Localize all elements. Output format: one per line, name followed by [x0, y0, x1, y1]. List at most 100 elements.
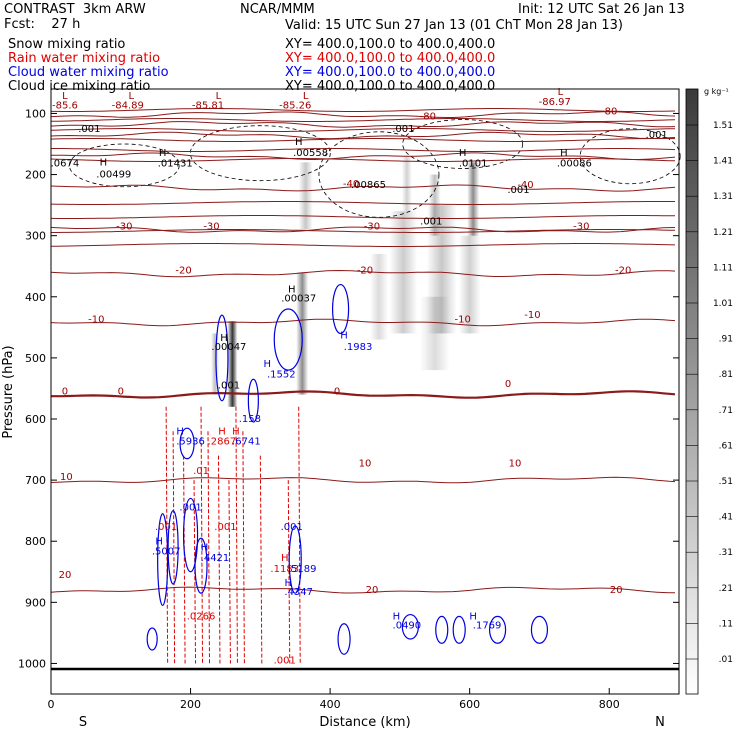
cloud-ice-column-8: [419, 296, 450, 371]
contour-label-7: -40: [343, 179, 359, 190]
contour-label-68: .001: [179, 503, 201, 514]
cloud-water-contour-16: [146, 627, 158, 651]
snow-contour-1: [189, 125, 331, 182]
field-xy-snow: XY= 400.0,100.0 to 400.0,400.0: [285, 37, 496, 52]
y-tick-label-500: 500: [25, 352, 46, 365]
contour-label-14: -20: [357, 266, 373, 277]
contour-labels: -85.6 -84.89 -85.81 -85.26 -86.97 -80 -80 -40 -4…: [51, 87, 668, 666]
contour-label-49: .001: [507, 185, 529, 196]
cloud-water-contour-5: [215, 314, 229, 402]
contour-label-41: .01431: [158, 159, 193, 170]
x-tick-label-400: 400: [320, 698, 341, 711]
contour-label-67: .01: [193, 466, 209, 477]
x-tick-label-0: 0: [48, 698, 55, 711]
cloud-ice-shading: [210, 156, 481, 407]
colorbar-tick-label-12: 1.21: [713, 228, 733, 238]
field-label-cloud-water: Cloud water mixing ratio: [8, 65, 169, 80]
contour-label-30: L: [128, 91, 134, 102]
rain-contour-10: [259, 455, 263, 664]
contour-label-0: -85.6: [52, 101, 78, 112]
y-tick-label-800: 800: [25, 535, 46, 548]
contour-label-12: -30: [573, 222, 589, 233]
contour-label-28: 20: [610, 585, 623, 596]
contour-label-56: H: [340, 330, 348, 341]
isotherm--30: [50, 226, 676, 233]
contour-label-31: L: [216, 91, 222, 102]
contour-label-50: .001: [420, 217, 442, 228]
colorbar-tick-label-6: .61: [719, 441, 733, 451]
y-axis-title: Pressure (hPa): [1, 345, 16, 438]
colorbar-tick-label-5: .51: [719, 477, 733, 487]
contour-label-4: -86.97: [539, 97, 571, 108]
cloud-water-contour-14: [488, 615, 507, 644]
colorbar-tick-label-13: 1.31: [713, 192, 733, 202]
snow-contours: [68, 119, 681, 218]
contour-label-54: .00047: [211, 342, 246, 353]
colorbar-tick-label-3: .31: [719, 548, 733, 558]
contour-label-53: H: [220, 333, 228, 344]
contour-label-64: .2867: [208, 437, 237, 448]
x-tick-label-200: 200: [180, 698, 201, 711]
field-xy-cloud-ice: XY= 400.0,100.0 to 400.0,400.0: [285, 79, 496, 94]
cloud-water-contour-13: [452, 615, 466, 644]
isotherm-mid-3: [50, 243, 676, 247]
contour-label-15: -20: [615, 266, 631, 277]
contour-label-47: H: [560, 148, 568, 159]
contour-label-16: -10: [88, 314, 104, 325]
field-label-snow: Snow mixing ratio: [8, 37, 126, 52]
cloud-water-contour-3: [194, 537, 208, 594]
contour-label-70: .001: [214, 522, 236, 533]
cloud-water-contour-12: [435, 615, 449, 644]
rain-contour-7: [228, 480, 231, 664]
x-axis-end-south: S: [79, 715, 87, 730]
isotherm--50: [50, 152, 676, 160]
snow-contour-3: [402, 119, 524, 169]
cloud-water-contour-6: [247, 378, 259, 423]
contour-label-22: 0: [505, 379, 511, 390]
contour-label-58: H: [264, 359, 272, 370]
contour-label-60: .158: [239, 414, 261, 425]
rain-contour-1: [172, 431, 176, 664]
contour-label-18: -10: [524, 310, 540, 321]
contour-label-78: .5189: [288, 564, 317, 575]
colorbar-fill: [685, 88, 699, 695]
contour-label-36: .001: [646, 130, 668, 141]
contour-label-52: .00037: [281, 294, 316, 305]
contour-label-23: 10: [60, 472, 73, 483]
contour-label-72: H: [155, 536, 163, 547]
cloud-water-contour-10: [337, 623, 351, 655]
contour-label-77: .1183: [270, 564, 299, 575]
colorbar-tick-label-11: 1.11: [713, 263, 733, 273]
cloud-water-contour-2: [182, 497, 199, 573]
contour-label-24: 10: [359, 459, 372, 470]
contour-label-84: H: [469, 611, 477, 622]
contour-label-69: .001: [155, 522, 177, 533]
snow-contour-2: [318, 131, 440, 218]
colorbar-tick-label-7: .71: [719, 406, 733, 416]
contour-label-83: .0490: [393, 621, 422, 632]
contour-label-55: .001: [218, 380, 240, 391]
rain-contour-8: [235, 406, 238, 664]
colorbar-unit: g kg⁻¹: [704, 87, 729, 96]
rain-contour-4: [200, 406, 204, 664]
colorbar-tick-label-0: .01: [719, 655, 733, 665]
init-time: Init: 12 UTC Sat 26 Jan 13: [518, 2, 685, 17]
contour-label-8: -40: [517, 180, 533, 191]
contour-label-20: 0: [118, 387, 124, 398]
cloud-ice-column-3: [467, 162, 480, 236]
contour-label-80: .4347: [284, 587, 313, 598]
cloud-ice-column-11: [210, 333, 219, 395]
y-tick-label-100: 100: [25, 107, 46, 120]
contour-label-44: .00865: [351, 180, 386, 191]
isotherm-upper-5: [50, 158, 676, 162]
cloud-water-contour-9: [288, 525, 302, 594]
x-tick-label-600: 600: [459, 698, 480, 711]
isotherm-upper-0: [51, 108, 676, 112]
contour-label-43: .00558: [293, 148, 328, 159]
field-label-rain: Rain water mixing ratio: [8, 51, 161, 66]
field-label-cloud-ice: Cloud ice mixing ratio: [8, 79, 151, 94]
colorbar-tick-label-9: .91: [719, 335, 733, 345]
contour-label-33: L: [558, 87, 564, 98]
isotherm-upper-1: [51, 118, 676, 122]
